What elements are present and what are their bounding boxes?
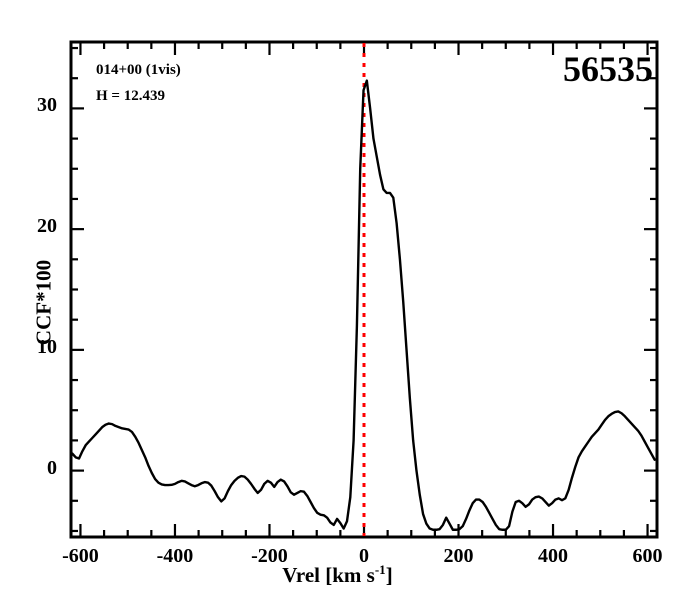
x-axis-label-exponent: -1	[374, 562, 386, 577]
x-tick-label: 200	[443, 545, 474, 567]
x-tick-label: 400	[538, 545, 569, 567]
axis-ticks	[71, 42, 657, 537]
x-axis-label-base: Vrel [km s	[282, 563, 375, 587]
magnitude-annotation: H = 12.439	[96, 88, 165, 104]
x-axis-label-close: ]	[385, 563, 393, 587]
mjd-label: 56535	[563, 49, 653, 89]
x-tick-label: -400	[156, 545, 194, 567]
y-tick-label: 10	[37, 335, 57, 358]
y-tick-label: 20	[37, 215, 57, 238]
y-tick-label: 0	[47, 456, 57, 479]
ccf-curve	[72, 79, 656, 531]
x-tick-label: 0	[359, 545, 369, 567]
x-tick-label: -200	[251, 545, 288, 567]
y-tick-label: 30	[37, 94, 57, 117]
target-id-annotation: 014+00 (1vis)	[96, 62, 181, 78]
x-axis-label: Vrel [km s-1]	[0, 562, 675, 588]
x-tick-label: -600	[62, 545, 99, 567]
x-tick-label: 600	[632, 545, 663, 567]
